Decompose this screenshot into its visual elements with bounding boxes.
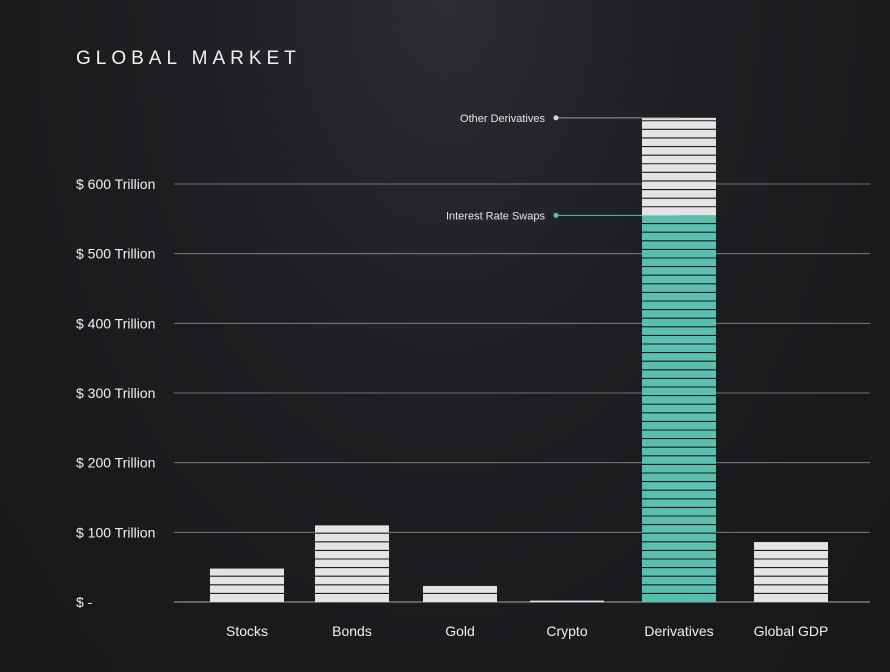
x-tick-label: Bonds (332, 623, 372, 639)
x-tick-label: Derivatives (644, 623, 713, 639)
annotation-label: Other Derivatives (460, 113, 545, 125)
x-tick-label: Stocks (226, 623, 268, 639)
y-tick-label: $ 400 Trillion (76, 315, 155, 331)
bar-global-gdp (754, 542, 828, 602)
x-tick-label: Global GDP (754, 623, 829, 639)
annotation-label: Interest Rate Swaps (446, 210, 546, 222)
bar-gold (423, 585, 497, 602)
annotation-dot (553, 115, 559, 121)
bar-segment-other-derivatives (642, 117, 716, 216)
bar-bonds (315, 525, 389, 602)
y-tick-label: $ 500 Trillion (76, 246, 155, 262)
x-tick-label: Gold (445, 623, 475, 639)
y-tick-label: $ - (76, 594, 93, 610)
bar-segment-interest-rate-swaps (642, 215, 716, 602)
annotation-dot (553, 212, 559, 218)
y-tick-label: $ 200 Trillion (76, 455, 155, 471)
chart-title: GLOBAL MARKET (76, 48, 301, 69)
y-tick-label: $ 100 Trillion (76, 524, 155, 540)
y-tick-label: $ 600 Trillion (76, 176, 155, 192)
bar-crypto (530, 600, 604, 603)
x-tick-label: Crypto (546, 623, 587, 639)
y-tick-label: $ 300 Trillion (76, 385, 155, 401)
